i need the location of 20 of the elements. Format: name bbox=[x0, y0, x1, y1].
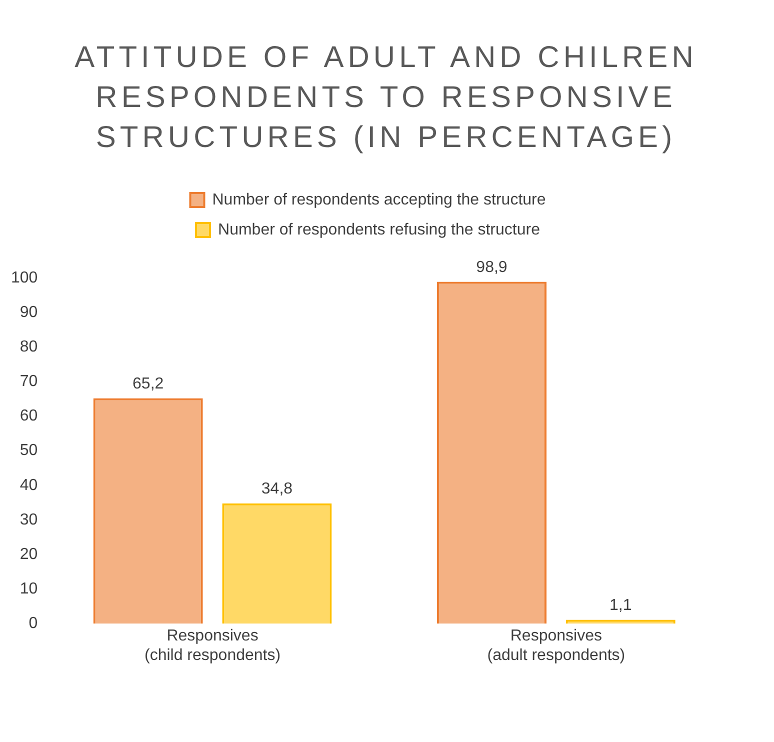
y-tick-label: 20 bbox=[20, 546, 38, 563]
data-label: 34,8 bbox=[261, 480, 293, 498]
y-tick-label: 60 bbox=[20, 408, 38, 425]
x-tick-label: Responsives (adult respondents) bbox=[487, 628, 626, 664]
y-tick-label: 0 bbox=[28, 615, 38, 632]
x-tick-label: Responsives (child respondents) bbox=[144, 628, 281, 664]
y-tick-label: 10 bbox=[20, 580, 38, 598]
y-tick-label: 100 bbox=[10, 269, 38, 286]
legend-label: Number of respondents refusing the structure bbox=[218, 221, 540, 238]
y-tick-label: 40 bbox=[20, 476, 38, 494]
y-tick-label: 90 bbox=[20, 304, 38, 321]
y-tick-label: 80 bbox=[20, 338, 38, 356]
data-label: 1,1 bbox=[609, 597, 632, 614]
data-label: 98,9 bbox=[476, 259, 508, 276]
y-tick-label: 50 bbox=[20, 442, 38, 460]
y-tick-label: 70 bbox=[20, 373, 38, 390]
chart-title: ATTITUDE OF ADULT AND CHILREN RESPONDENTS TO RESPONSIVE STRUCTURES (IN PERCENTAGE) bbox=[74, 40, 698, 156]
data-label: 65,2 bbox=[132, 376, 164, 393]
y-tick-label: 30 bbox=[20, 511, 38, 528]
legend-label: Number of respondents accepting the structure bbox=[212, 191, 546, 208]
